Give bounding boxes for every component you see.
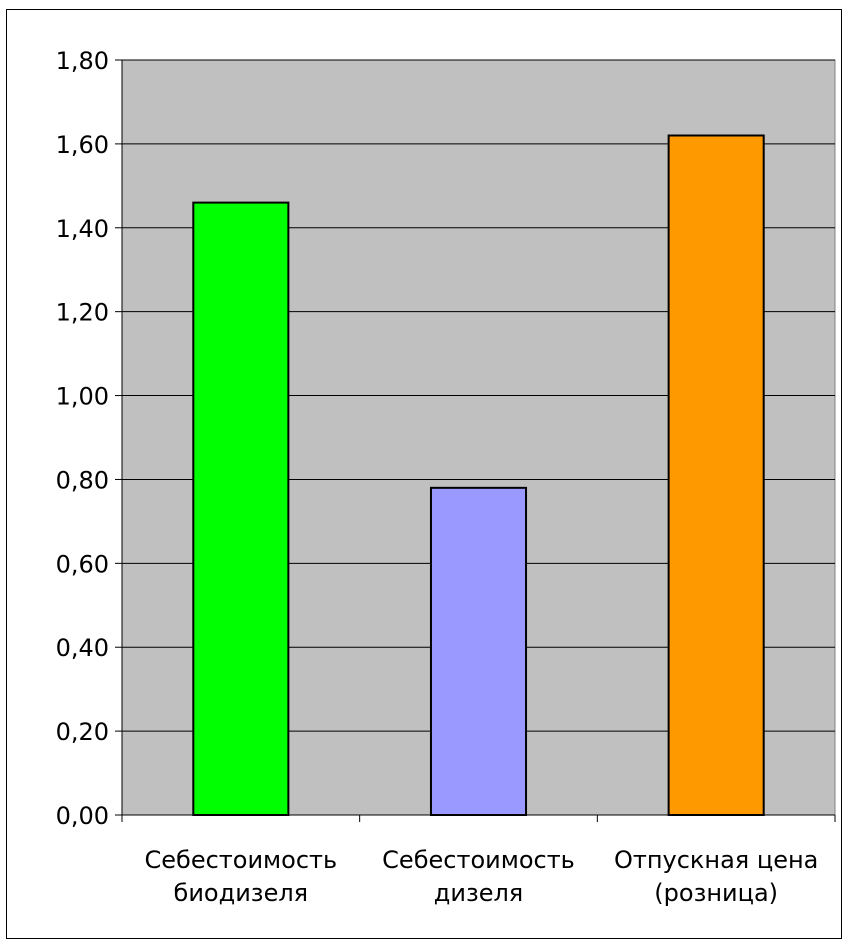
x-category-label: Себестоимость дизеля [382,846,575,907]
y-tick-label: 0,40 [56,634,109,662]
x-category-label: Себестоимость биодизеля [145,846,338,907]
x-category-label: Отпускная цена (розница) [614,846,818,907]
bar-2 [429,486,528,816]
axes [115,59,836,822]
x-category-label-line: Себестоимость [145,846,338,874]
bar-1 [192,201,290,817]
x-category-label-line: Себестоимость [382,846,575,874]
x-category-label-line: биодизеля [174,879,309,907]
y-tick-label: 1,40 [56,215,109,243]
category-labels: Себестоимость биодизеля Себестоимость дизел… [145,846,819,907]
y-tick-label: 0,80 [56,466,109,494]
y-tick-label: 1,80 [56,47,109,75]
x-category-label-line: Отпускная цена [614,846,818,874]
y-tick-label: 1,00 [56,383,109,411]
y-tick-label: 0,60 [56,550,109,578]
y-tick-label: 0,20 [56,718,109,746]
bars [192,134,765,817]
bar-3 [667,134,765,816]
y-tick-label: 0,00 [56,802,109,830]
x-category-label-line: дизеля [434,879,524,907]
x-category-label-line: (розница) [654,879,778,907]
y-tick-labels: 0,00 0,20 0,40 0,60 0,80 1,00 1,20 1,40 1,60 1,80 [56,47,109,830]
y-tick-label: 1,60 [56,131,109,159]
y-tick-label: 1,20 [56,299,109,327]
